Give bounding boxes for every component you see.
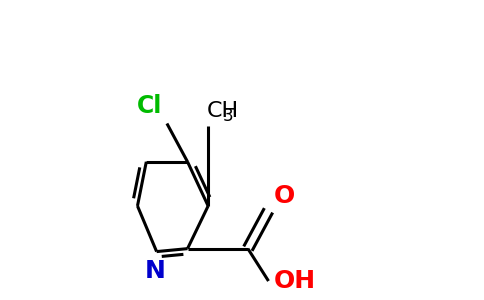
Text: 3: 3 xyxy=(223,107,233,125)
Text: N: N xyxy=(145,259,166,283)
Text: OH: OH xyxy=(274,269,316,293)
Text: O: O xyxy=(274,184,295,208)
Text: CH: CH xyxy=(207,101,239,121)
Text: Cl: Cl xyxy=(137,94,163,118)
